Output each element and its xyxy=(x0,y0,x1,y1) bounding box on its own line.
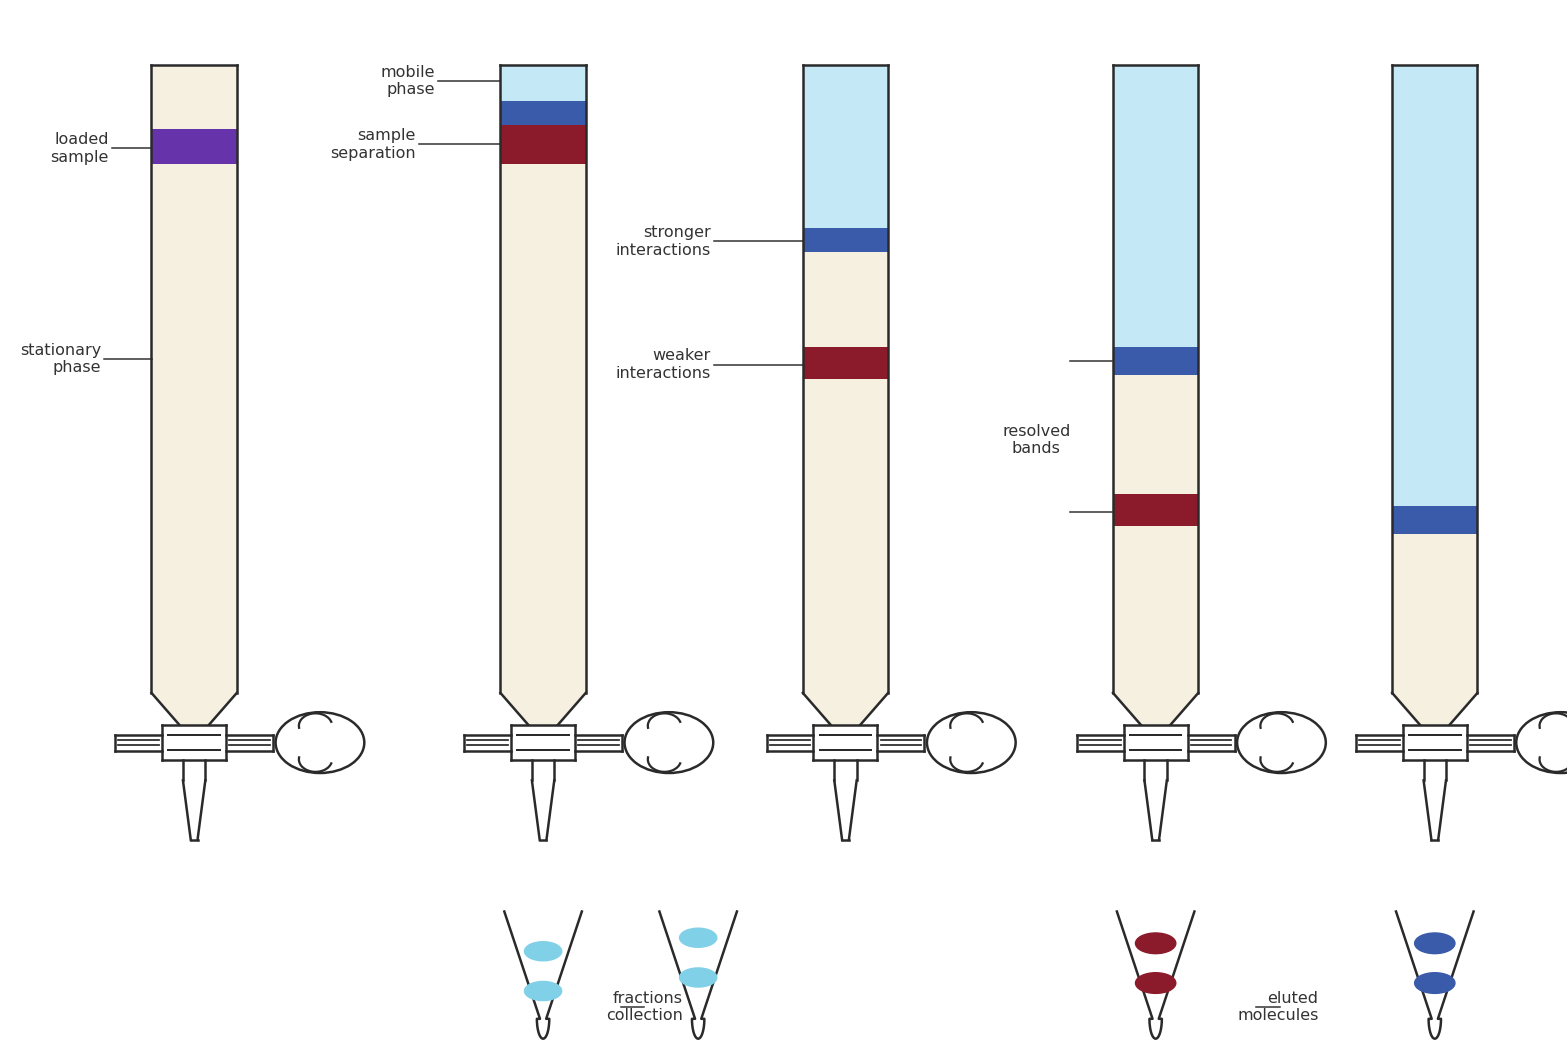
Text: mobile
phase: mobile phase xyxy=(379,64,434,97)
Bar xyxy=(1113,65,1198,693)
Polygon shape xyxy=(1396,911,1474,1038)
Bar xyxy=(183,761,205,781)
Polygon shape xyxy=(183,781,205,839)
Polygon shape xyxy=(803,693,887,725)
Ellipse shape xyxy=(276,712,364,773)
Bar xyxy=(162,725,226,761)
Polygon shape xyxy=(1424,781,1446,839)
Bar xyxy=(1077,734,1124,751)
Bar xyxy=(1145,761,1167,781)
Text: sample
separation: sample separation xyxy=(331,128,416,161)
Circle shape xyxy=(1414,933,1455,953)
Text: stronger
interactions: stronger interactions xyxy=(615,225,710,258)
Polygon shape xyxy=(532,781,554,839)
Ellipse shape xyxy=(927,712,1016,773)
Bar xyxy=(814,725,878,761)
Polygon shape xyxy=(660,911,737,1038)
Bar xyxy=(878,734,925,751)
Text: weaker
interactions: weaker interactions xyxy=(615,348,710,381)
Text: loaded
sample: loaded sample xyxy=(50,133,108,165)
Circle shape xyxy=(679,968,717,987)
Bar xyxy=(803,347,887,379)
Bar xyxy=(116,734,162,751)
Bar xyxy=(1403,725,1466,761)
Bar xyxy=(152,128,237,164)
Bar xyxy=(1466,734,1513,751)
Circle shape xyxy=(679,928,717,947)
Polygon shape xyxy=(505,911,582,1038)
Bar xyxy=(575,734,622,751)
Text: eluted
molecules: eluted molecules xyxy=(1237,991,1319,1024)
Bar xyxy=(1113,494,1198,526)
Text: resolved
bands: resolved bands xyxy=(1002,424,1071,457)
Bar xyxy=(1424,761,1446,781)
Bar xyxy=(834,761,856,781)
Bar xyxy=(500,65,586,693)
Bar xyxy=(500,65,586,101)
Text: stationary
phase: stationary phase xyxy=(20,343,100,376)
Bar xyxy=(464,734,511,751)
Bar xyxy=(1356,734,1403,751)
Circle shape xyxy=(1135,933,1176,953)
Bar xyxy=(1392,65,1477,506)
Circle shape xyxy=(524,982,561,1000)
Polygon shape xyxy=(834,781,856,839)
Bar xyxy=(1113,65,1198,347)
Circle shape xyxy=(1414,973,1455,993)
Polygon shape xyxy=(1116,911,1195,1038)
Polygon shape xyxy=(152,693,237,725)
Polygon shape xyxy=(1113,693,1198,725)
Bar xyxy=(803,65,887,228)
Text: fractions
collection: fractions collection xyxy=(605,991,682,1024)
Ellipse shape xyxy=(1516,712,1568,773)
Circle shape xyxy=(1135,973,1176,993)
Bar xyxy=(226,734,273,751)
Bar xyxy=(1124,725,1187,761)
Ellipse shape xyxy=(1237,712,1327,773)
Bar xyxy=(767,734,814,751)
Bar xyxy=(1392,506,1477,534)
Ellipse shape xyxy=(624,712,713,773)
Bar xyxy=(1113,347,1198,375)
Circle shape xyxy=(524,942,561,960)
Polygon shape xyxy=(1392,693,1477,725)
Bar xyxy=(1187,734,1234,751)
Bar xyxy=(803,65,887,693)
Bar xyxy=(152,65,237,693)
Bar xyxy=(803,228,887,251)
Bar xyxy=(500,124,586,164)
Polygon shape xyxy=(1145,781,1167,839)
Bar xyxy=(511,725,575,761)
Bar xyxy=(1392,65,1477,693)
Polygon shape xyxy=(500,693,586,725)
Bar xyxy=(532,761,554,781)
Bar xyxy=(500,101,586,124)
